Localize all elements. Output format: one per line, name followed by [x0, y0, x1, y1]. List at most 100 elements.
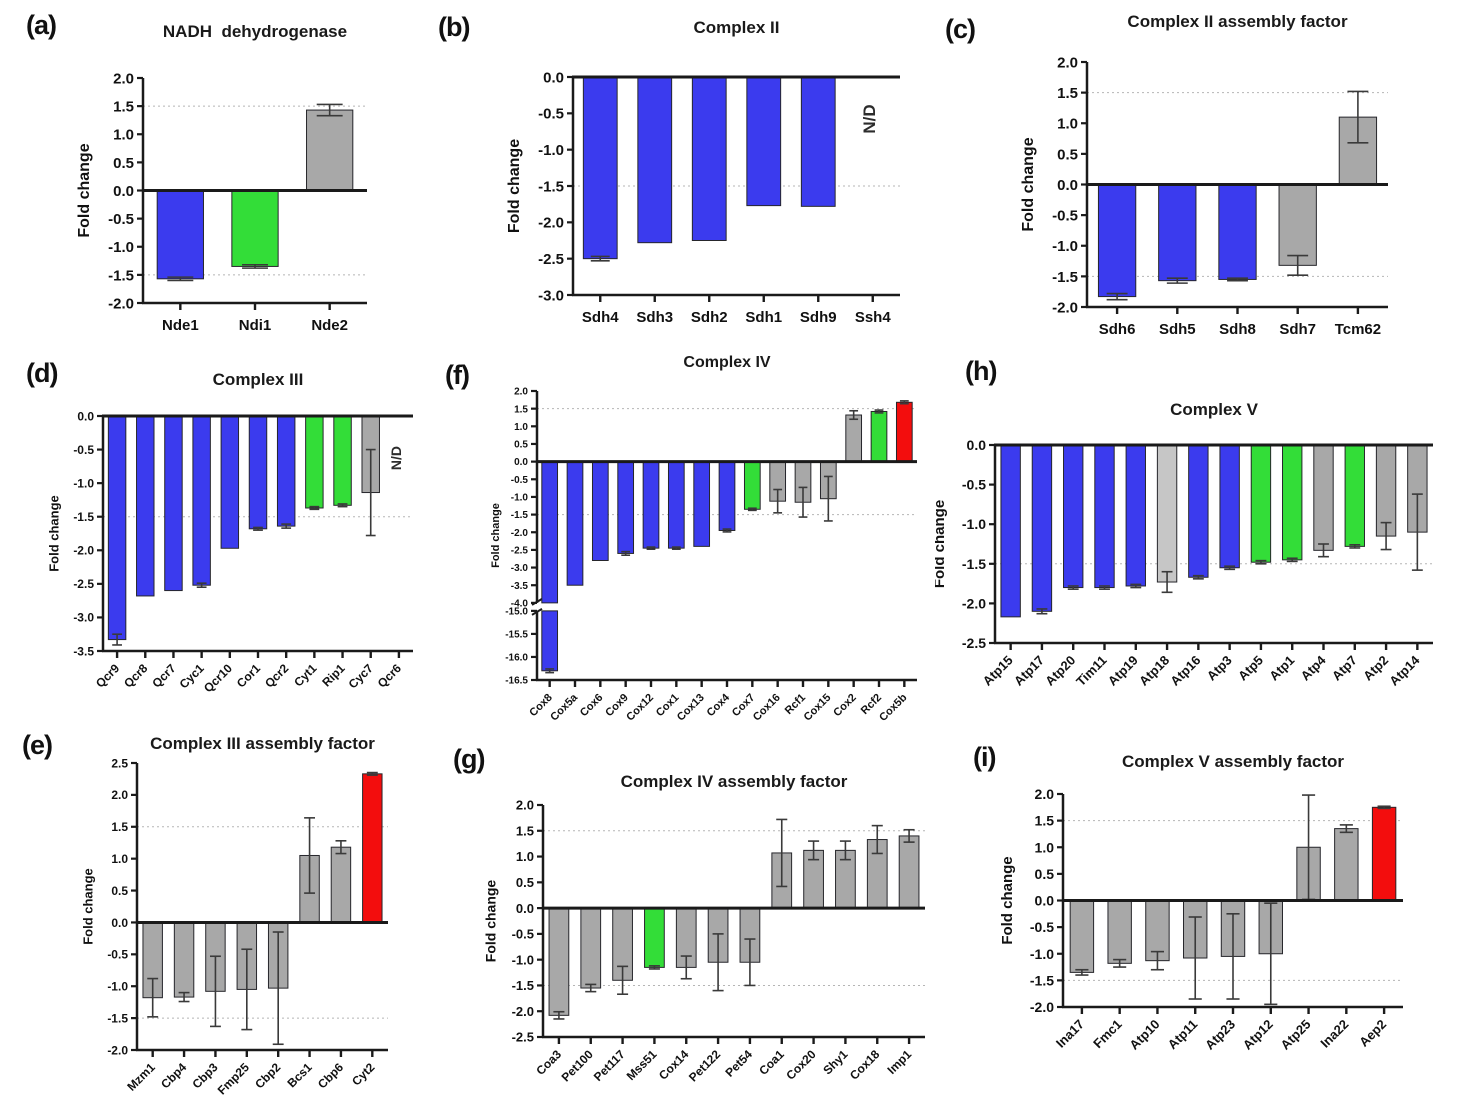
x-tick-label: Sdh3 [636, 309, 673, 326]
x-tick-label: Atp20 [1042, 653, 1078, 689]
x-tick-label: Imp1 [884, 1047, 914, 1077]
y-tick-label: 0.5 [516, 875, 534, 890]
y-axis-label: Fold change [47, 495, 62, 572]
y-axis-label: Fold change [506, 139, 523, 233]
nd-label: N/D [860, 104, 879, 133]
panel-title: Complex V [1170, 400, 1258, 419]
bar [330, 846, 352, 923]
bar-chart-complex-5-assembly: 2.0 1.5 1.0 0.5 0.0 -0.5 -1.0 -1.5 -2.0 Ina17 Fmc1… [999, 786, 1403, 1053]
x-tick-label: Pet100 [559, 1047, 596, 1084]
x-tick-label: Atp10 [1126, 1017, 1162, 1053]
y-tick-label: 0.5 [1035, 866, 1055, 882]
bar [691, 76, 727, 241]
panel-letter: (i) [973, 742, 997, 772]
bar [136, 415, 155, 597]
y-tick-label: -15.5 [505, 630, 528, 641]
bar [693, 461, 711, 547]
y-tick-label: -1.0 [538, 142, 564, 159]
bar [305, 415, 324, 509]
panel-letter: (d) [26, 358, 59, 388]
panel-h: (h) Complex V 0.0 -0.5 -1.0 -1.5 -2.0 -2.5 Atp… [935, 348, 1482, 730]
bar [591, 461, 609, 561]
y-tick-label: 1.0 [514, 422, 528, 433]
y-tick-label: -2.0 [1030, 999, 1054, 1015]
bar [898, 835, 920, 909]
x-tick-label: Atp14 [1386, 652, 1423, 689]
x-tick-label: Mss51 [624, 1047, 660, 1083]
bar [1156, 444, 1178, 583]
y-tick-label: 0.0 [967, 437, 987, 453]
y-tick-label: 0.5 [113, 155, 134, 172]
panel-g: (g) Complex IV assembly factor 2.0 1.5 1.0… [425, 730, 935, 1102]
y-tick-label: -2.0 [107, 1043, 128, 1057]
y-tick-label: 1.5 [1057, 85, 1078, 102]
y-tick-label: -0.5 [1052, 208, 1078, 225]
y-tick-label: -2.0 [108, 295, 134, 312]
y-tick-label: 1.5 [111, 820, 128, 834]
bar [582, 76, 618, 260]
y-tick-label: -2.0 [962, 595, 986, 611]
x-tick-label: Atp18 [1136, 653, 1172, 689]
panel-b: (b) Complex II 0.0 -0.5 -1.0 -1.5 -2.0 -2.5 -3… [425, 0, 935, 348]
y-axis-label: Fold change [76, 143, 93, 237]
y-tick-label: 0.0 [113, 183, 134, 200]
x-tick-label: Atp7 [1329, 653, 1360, 684]
bar [541, 610, 559, 672]
x-tick-label: Pet122 [686, 1047, 723, 1084]
panel-e: (e) Complex III assembly factor 2.5 2.0 1.… [0, 730, 425, 1102]
y-tick-label: 2.0 [1035, 786, 1055, 802]
x-tick-label: Sdh1 [745, 309, 782, 326]
y-tick-label: -0.5 [1030, 919, 1054, 935]
y-tick-label: -2.0 [512, 1004, 534, 1019]
x-tick-label: Cox13 [675, 692, 707, 724]
bar [1069, 900, 1095, 973]
bar [107, 415, 127, 641]
y-tick-label: -4.0 [511, 598, 529, 609]
bar [1344, 444, 1365, 547]
panel-letter: (g) [453, 744, 486, 774]
x-tick-label: Tim11 [1073, 653, 1110, 690]
x-tick-label: Sdh6 [1099, 321, 1136, 338]
y-tick-label: -15.0 [505, 606, 528, 617]
bar-chart-nadh-dehydrogenase: 2.0 1.5 1.0 0.5 0.0 -0.5 -1.0 -1.5 -2.0 Nde1 Ndi1 N… [76, 70, 367, 334]
y-tick-label: -1.5 [73, 510, 94, 524]
y-tick-label: -16.0 [505, 653, 528, 664]
bar [1094, 444, 1115, 589]
y-tick-label: 1.0 [1035, 839, 1055, 855]
y-tick-label: 1.0 [113, 127, 134, 144]
y-tick-label: 1.0 [111, 852, 128, 866]
x-tick-label: Sdh8 [1219, 321, 1256, 338]
x-tick-label: Cox14 [656, 1047, 692, 1083]
panel-letter: (b) [438, 12, 471, 42]
y-tick-label: -1.0 [107, 980, 128, 994]
bar [637, 76, 673, 244]
x-tick-label: Qcr8 [121, 661, 150, 690]
bar [1371, 806, 1397, 901]
bar [541, 461, 559, 604]
panel-c: (c) Complex II assembly factor 2.0 1.5 1.0… [935, 0, 1482, 348]
y-tick-label: 0.0 [514, 457, 528, 468]
bar [276, 415, 296, 527]
x-tick-label: Cbp4 [158, 1060, 189, 1091]
y-tick-label: -2.0 [538, 215, 564, 232]
bar [1125, 444, 1146, 587]
y-axis-label: Fold change [81, 868, 96, 945]
x-tick-label: Sdh2 [691, 309, 728, 326]
bar [718, 461, 736, 531]
bar [231, 190, 279, 267]
x-tick-label: Cox12 [624, 692, 656, 724]
y-tick-label: -2.0 [1052, 299, 1078, 316]
x-tick-label: Cox20 [783, 1047, 819, 1083]
bar [1158, 184, 1197, 282]
x-tick-label: Atp4 [1298, 652, 1330, 684]
bar [1063, 444, 1084, 589]
y-tick-label: -2.0 [511, 528, 529, 539]
x-tick-label: Mzm1 [124, 1060, 158, 1094]
panel-i: (i) Complex V assembly factor 2.0 1.5 1.0 0… [935, 730, 1482, 1102]
bar-chart-complex-2: 0.0 -0.5 -1.0 -1.5 -2.0 -2.5 -3.0 Sdh4 Sdh3 Sdh2 S… [506, 69, 900, 326]
bar [1000, 444, 1021, 618]
x-tick-label: Atp5 [1235, 653, 1266, 684]
y-tick-label: -1.0 [1030, 946, 1054, 962]
y-axis-label: Fold change [1020, 137, 1037, 231]
